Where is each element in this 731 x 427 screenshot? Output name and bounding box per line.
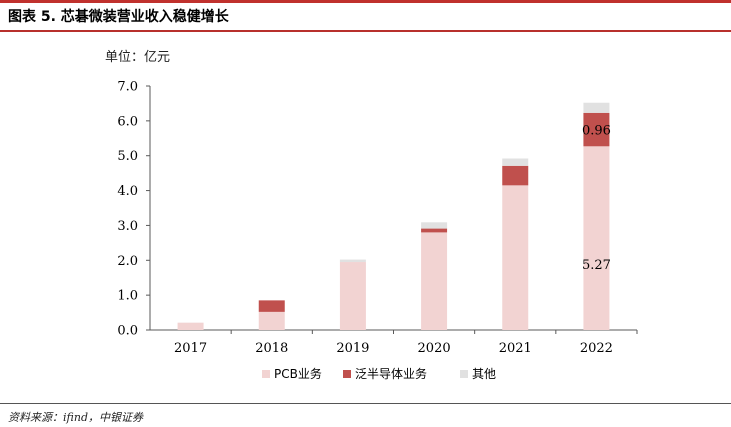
legend-label: 其他 bbox=[472, 367, 496, 381]
legend-swatch bbox=[343, 370, 351, 378]
y-tick-label: 0.0 bbox=[117, 324, 138, 339]
y-tick-label: 3.0 bbox=[117, 219, 138, 234]
bar-pcb bbox=[583, 146, 610, 330]
data-label: 5.27 bbox=[582, 258, 611, 273]
x-tick-label: 2020 bbox=[418, 341, 451, 356]
bar-other bbox=[502, 158, 529, 166]
y-tick-label: 7.0 bbox=[117, 80, 138, 95]
bar-pcb bbox=[177, 322, 204, 330]
y-tick-label: 4.0 bbox=[117, 184, 138, 199]
x-tick-label: 2018 bbox=[255, 341, 288, 356]
figure-title: 图表 5. 芯碁微装营业收入稳健增长 bbox=[8, 9, 229, 25]
title-bar: 图表 5. 芯碁微装营业收入稳健增长 bbox=[0, 0, 731, 32]
legend-label: PCB业务 bbox=[274, 366, 322, 381]
unit-label: 单位：亿元 bbox=[105, 50, 171, 65]
y-tick-label: 5.0 bbox=[117, 149, 138, 164]
x-tick-label: 2019 bbox=[336, 341, 369, 356]
legend-label: 泛半导体业务 bbox=[355, 366, 427, 381]
bar-other bbox=[421, 222, 448, 229]
bar-other bbox=[339, 259, 366, 263]
header-accent-bar bbox=[0, 0, 731, 3]
y-tick-label: 6.0 bbox=[117, 114, 138, 129]
bar-semiconductor bbox=[258, 300, 285, 312]
source-note: 资料来源：ifind，中银证券 bbox=[8, 411, 143, 424]
x-tick-label: 2021 bbox=[499, 341, 532, 356]
bar-pcb bbox=[258, 311, 285, 330]
legend-swatch bbox=[460, 370, 468, 378]
bar-pcb bbox=[339, 262, 366, 330]
footer-divider bbox=[0, 403, 731, 404]
bar-other bbox=[583, 102, 610, 113]
x-tick-label: 2022 bbox=[580, 341, 613, 356]
legend-swatch bbox=[262, 370, 270, 378]
y-tick-label: 1.0 bbox=[117, 289, 138, 304]
y-tick-label: 2.0 bbox=[117, 254, 138, 269]
bar-pcb bbox=[502, 185, 529, 330]
x-tick-label: 2017 bbox=[174, 341, 207, 356]
bar-semiconductor bbox=[502, 165, 529, 186]
bar-pcb bbox=[421, 232, 448, 330]
bar-semiconductor bbox=[421, 228, 448, 233]
data-label: 0.96 bbox=[582, 124, 611, 139]
bar-semiconductor bbox=[583, 112, 610, 147]
